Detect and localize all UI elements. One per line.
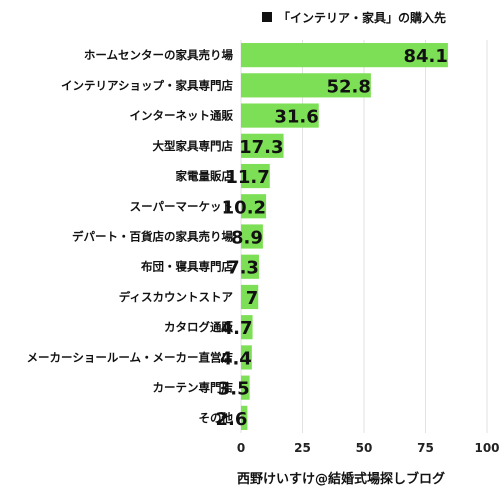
bar (241, 254, 259, 279)
category-label: スーパーマーケット (130, 199, 233, 213)
category-label: 家電量販店 (176, 169, 234, 183)
legend-label: 「インテリア・家具」の購入先 (278, 10, 446, 25)
category-label: インテリアショップ・家具専門店 (61, 78, 234, 92)
category-label: インターネット通販 (130, 109, 234, 123)
category-label: カタログ通販 (164, 320, 233, 334)
value-label: 10.2 (222, 197, 266, 218)
category-labels: ホームセンターの家具売り場インテリアショップ・家具専門店インターネット通販大型家… (27, 48, 234, 425)
bar (241, 43, 448, 68)
x-tick-label: 75 (417, 441, 434, 455)
value-label: 7.3 (227, 258, 259, 279)
bar (241, 405, 248, 430)
category-label: メーカーショールーム・メーカー直営店 (27, 350, 234, 364)
bar (241, 375, 250, 400)
value-label: 4.7 (221, 318, 253, 339)
category-label: 布団・寝具専門店 (140, 260, 233, 274)
value-label: 11.7 (225, 167, 269, 188)
bar (241, 194, 267, 219)
bar (241, 224, 263, 249)
category-label: カーテン専門店 (153, 381, 234, 395)
bar (241, 315, 253, 340)
value-label: 2.6 (216, 409, 248, 430)
x-tick-label: 100 (474, 441, 499, 455)
value-label: 31.6 (274, 107, 318, 128)
footer-credit: 西野けいすけ@結婚式場探しブログ (237, 471, 445, 487)
value-label: 4.4 (220, 348, 252, 369)
bar (241, 284, 259, 310)
bar (241, 73, 371, 98)
value-label: 52.8 (326, 76, 370, 97)
bars (241, 43, 448, 430)
x-tick-label: 50 (356, 441, 373, 455)
category-label: デパート・百貨店の家具売り場 (72, 230, 233, 244)
category-label: その他 (199, 411, 234, 425)
value-label: 3.5 (218, 379, 250, 400)
value-label: 84.1 (403, 46, 447, 67)
category-label: 大型家具専門店 (153, 139, 234, 153)
value-label: 8.9 (231, 228, 263, 249)
bar (241, 133, 284, 158)
value-label: 7 (246, 288, 259, 309)
value-labels: 84.1 52.8 31.6 17.3 11.7 10.2 8.9 7.3 7 4.7 4.4 3.5… (216, 46, 448, 430)
bar (241, 345, 252, 370)
bar (241, 163, 270, 189)
category-label: ディスカウントストア (119, 290, 234, 304)
category-label: ホームセンターの家具売り場 (84, 48, 234, 62)
legend-marker (262, 12, 272, 22)
grid-lines (240, 40, 488, 433)
x-axis-ticks: 0 25 50 75 100 (237, 441, 500, 455)
x-tick-label: 25 (294, 441, 311, 455)
value-label: 17.3 (239, 137, 283, 158)
x-tick-label: 0 (237, 441, 245, 455)
bar (241, 103, 319, 128)
